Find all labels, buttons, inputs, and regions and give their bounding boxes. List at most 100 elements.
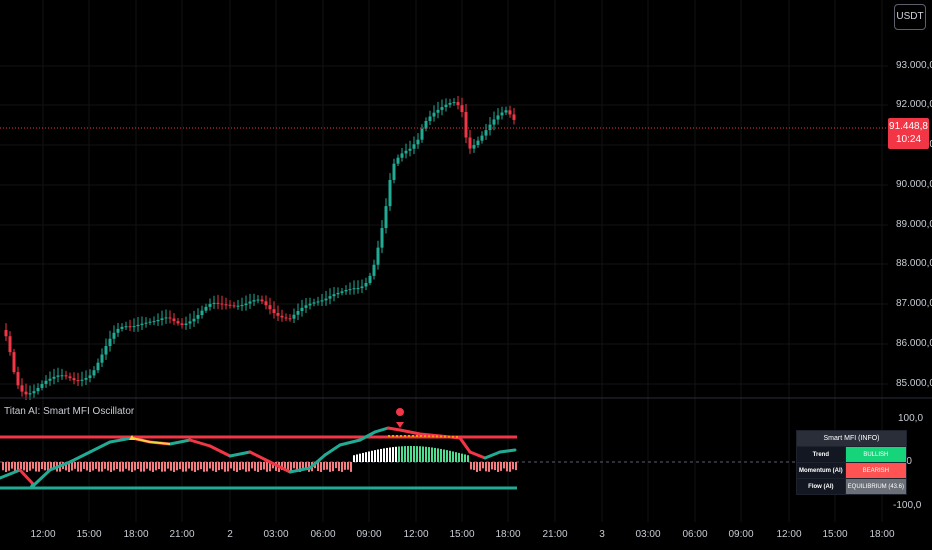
price-axis-label: 92.000,0 <box>896 99 932 110</box>
candle-body <box>512 114 516 120</box>
histogram-bar <box>50 462 52 471</box>
histogram-bar <box>101 462 103 472</box>
histogram-bar <box>422 446 424 462</box>
histogram-bar <box>374 450 376 462</box>
candle-body <box>196 315 200 319</box>
info-row-key: Momentum (AI) <box>796 462 846 479</box>
candle-body <box>92 370 96 376</box>
candle-body <box>452 102 456 104</box>
oscillator-line <box>188 438 212 448</box>
histogram-bar <box>167 462 169 469</box>
histogram-bar <box>206 462 208 472</box>
oscillator-line <box>468 450 487 460</box>
histogram-bar <box>53 462 55 469</box>
time-axis-label: 03:00 <box>263 529 289 540</box>
time-axis-label: 21:00 <box>169 529 195 540</box>
candle-body <box>248 301 252 304</box>
oscillator-title[interactable]: Titan AI: Smart MFI Oscillator <box>4 406 135 417</box>
histogram-bar <box>65 462 67 471</box>
histogram-bar <box>119 462 121 472</box>
histogram-bar <box>305 462 307 470</box>
histogram-bar <box>17 462 19 472</box>
candle-body <box>436 109 440 113</box>
candle-body <box>180 323 184 325</box>
candle-body <box>440 107 444 110</box>
histogram-bar <box>506 462 508 472</box>
candle-body <box>256 299 260 301</box>
candle-body <box>412 144 416 149</box>
histogram-bar <box>407 446 409 462</box>
histogram-bar <box>71 462 73 471</box>
histogram-bar <box>209 462 211 469</box>
histogram-bar <box>500 462 502 471</box>
candle-body <box>144 322 148 324</box>
histogram-bar <box>515 462 517 471</box>
histogram-bar <box>5 462 7 472</box>
histogram-bar <box>320 462 322 472</box>
histogram-bar <box>341 462 343 472</box>
candle-body <box>480 135 484 141</box>
time-axis-label: 3 <box>599 529 605 540</box>
candle-body <box>356 288 360 290</box>
candle-body <box>384 206 388 229</box>
time-axis-label: 09:00 <box>356 529 382 540</box>
candle-body <box>128 326 132 328</box>
oscillator-line <box>288 466 312 474</box>
histogram-bar <box>134 462 136 471</box>
histogram-bar <box>83 462 85 469</box>
histogram-bar <box>194 462 196 472</box>
price-candles <box>4 96 516 400</box>
histogram-bar <box>161 462 163 472</box>
candle-body <box>208 303 212 307</box>
histogram-bar <box>476 462 478 472</box>
candle-body <box>156 320 160 322</box>
candle-body <box>460 105 464 113</box>
oscillator-axis-label: -100,0 <box>893 500 922 511</box>
histogram-bar <box>29 462 31 471</box>
candle-body <box>340 291 344 293</box>
histogram-bar <box>245 462 247 472</box>
histogram-bar <box>368 451 370 462</box>
info-row-key: Trend <box>796 446 846 463</box>
candle-body <box>12 352 16 373</box>
candle-body <box>140 323 144 325</box>
candle-body <box>76 380 80 382</box>
histogram-bar <box>74 462 76 469</box>
candle-body <box>276 312 280 316</box>
histogram-bar <box>287 462 289 472</box>
candle-body <box>260 299 264 302</box>
candle-body <box>16 372 20 386</box>
histogram-bar <box>260 462 262 471</box>
candle-body <box>48 378 52 381</box>
histogram-bar <box>125 462 127 469</box>
currency-button[interactable]: USDT <box>894 4 926 30</box>
histogram-bar <box>2 462 4 471</box>
candle-body <box>36 387 40 392</box>
candle-body <box>268 305 272 310</box>
histogram-bar <box>362 452 364 462</box>
overbought-segment <box>388 435 461 438</box>
candle-body <box>316 301 320 303</box>
histogram-bar <box>164 462 166 472</box>
candle-body <box>120 326 124 329</box>
histogram-bar <box>332 462 334 472</box>
candle-body <box>108 338 112 347</box>
info-row-value: BULLISH <box>844 446 908 463</box>
histogram-bar <box>284 462 286 470</box>
histogram-bar <box>440 448 442 462</box>
histogram-bar <box>383 448 385 462</box>
histogram-bar <box>92 462 94 471</box>
candle-body <box>160 318 164 321</box>
price-axis-label: 85.000,0 <box>896 378 932 389</box>
candle-body <box>212 302 216 304</box>
candle-body <box>308 303 312 306</box>
histogram-bar <box>89 462 91 472</box>
histogram-bar <box>143 462 145 472</box>
time-axis-label: 12:00 <box>403 529 429 540</box>
candle-body <box>136 324 140 327</box>
info-row-key: Flow (AI) <box>796 478 846 495</box>
histogram-bar <box>479 462 481 471</box>
oscillator-line <box>308 453 327 470</box>
oscillator-line <box>373 426 390 434</box>
